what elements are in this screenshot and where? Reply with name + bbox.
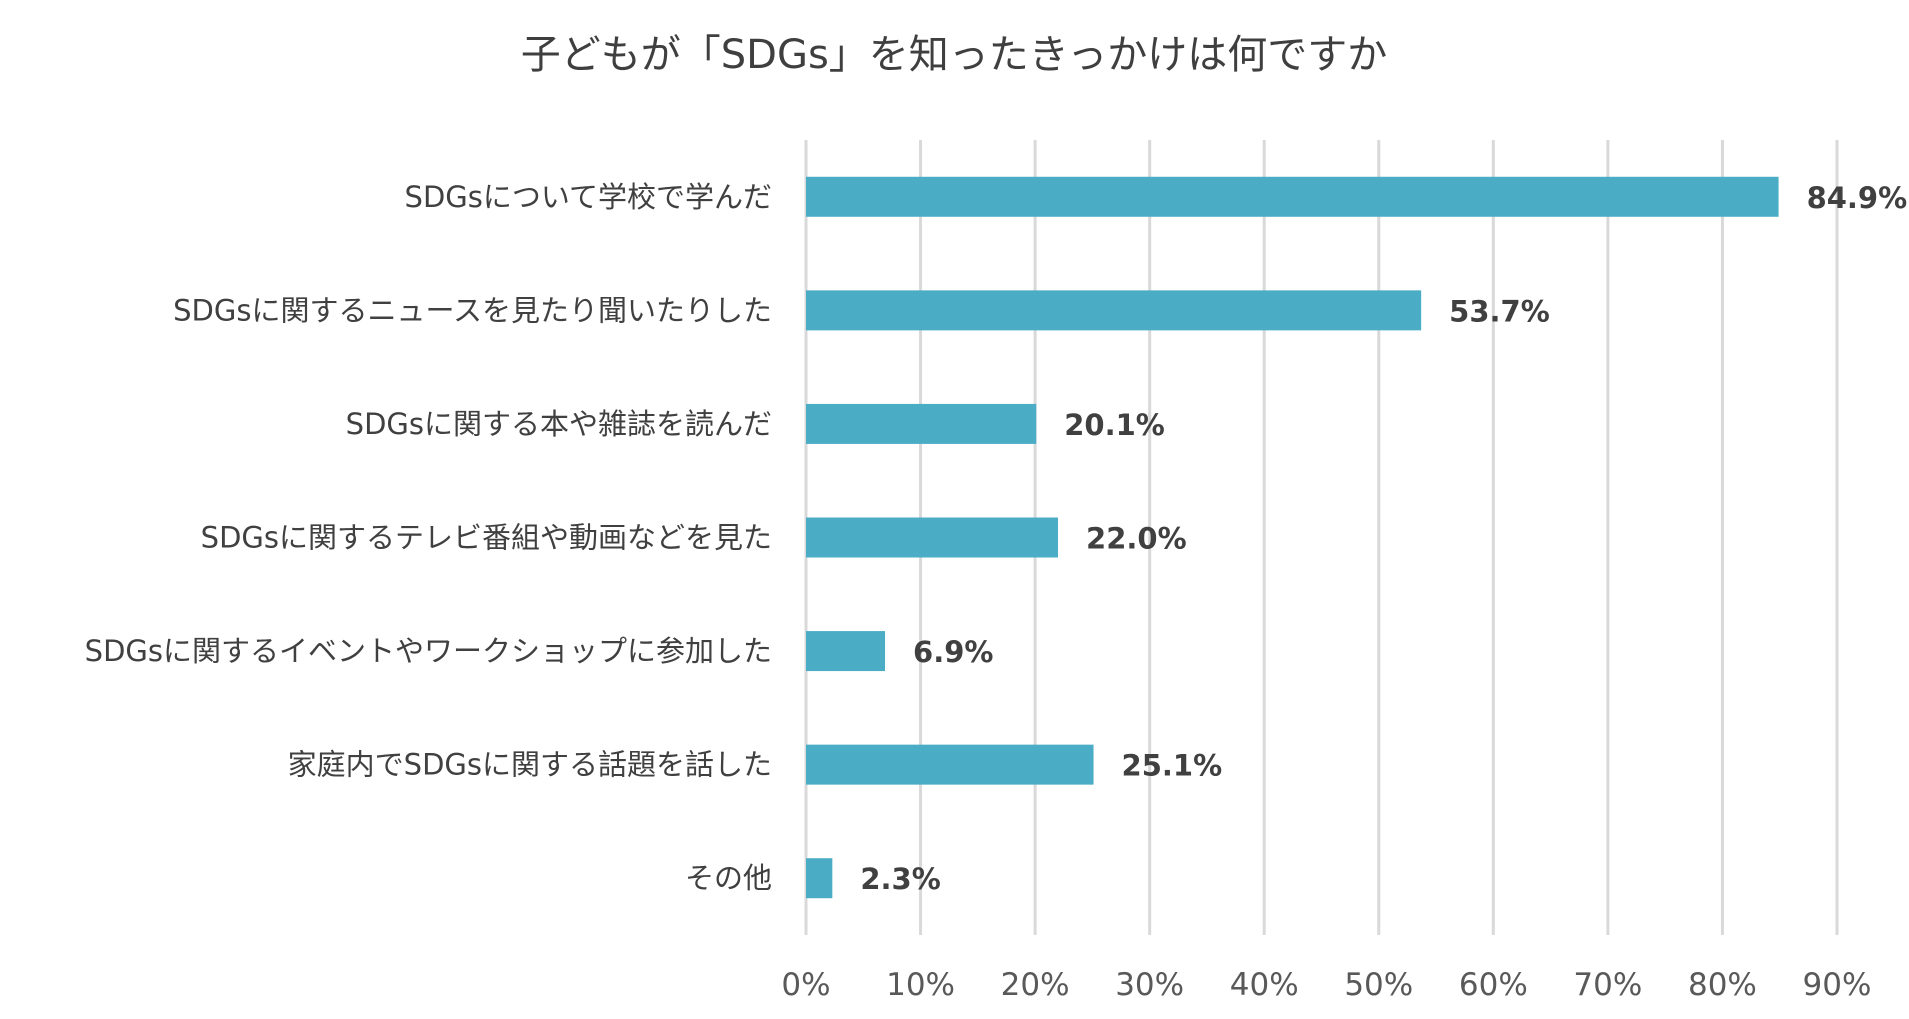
x-tick-label: 30% [1115,967,1184,1003]
category-label: SDGsについて学校で学んだ [405,180,772,214]
x-tick-label: 80% [1688,967,1757,1003]
category-label: SDGsに関する本や雑誌を読んだ [346,407,772,441]
data-label: 25.1% [1122,749,1223,783]
x-tick-label: 50% [1344,967,1413,1003]
x-tick-label: 40% [1230,967,1299,1003]
data-label: 53.7% [1449,294,1550,328]
category-label: SDGsに関するテレビ番組や動画などを見た [201,521,772,555]
x-tick-label: 10% [886,967,955,1003]
category-label: 家庭内でSDGsに関する話題を話した [288,748,772,782]
value-labels: 84.9% 53.7% 20.1% 22.0% 6.9% 25.1% 2.3% [860,181,1907,896]
gridlines [804,140,1839,935]
bar [806,858,833,899]
bar [806,631,886,672]
category-label: その他 [685,861,772,895]
category-labels: SDGsについて学校で学んだ SDGsに関するニュースを見たり聞いたりした SDGs… [85,180,772,895]
x-tick-label: 60% [1459,967,1528,1003]
bar [806,517,1059,558]
x-tick-label: 20% [1001,967,1070,1003]
data-label: 22.0% [1086,522,1187,556]
category-label: SDGsに関するニュースを見たり聞いたりした [173,293,772,327]
bar [806,290,1422,331]
x-tick-label: 0% [781,967,830,1003]
data-label: 84.9% [1807,181,1908,215]
x-axis-tick-labels: 0% 10% 20% 30% 40% 50% 60% 70% 80% 90% [781,967,1871,1003]
category-label: SDGsに関するイベントやワークショップに参加した [85,634,772,668]
data-label: 20.1% [1064,408,1165,442]
data-label: 2.3% [860,862,940,896]
x-tick-label: 70% [1573,967,1642,1003]
chart-title: 子どもが「SDGs」を知ったきっかけは何ですか [521,32,1387,78]
bar [806,403,1037,444]
data-label: 6.9% [913,635,993,669]
x-tick-label: 90% [1803,967,1872,1003]
bar [806,176,1779,217]
bars [806,176,1779,899]
bar [806,744,1094,785]
